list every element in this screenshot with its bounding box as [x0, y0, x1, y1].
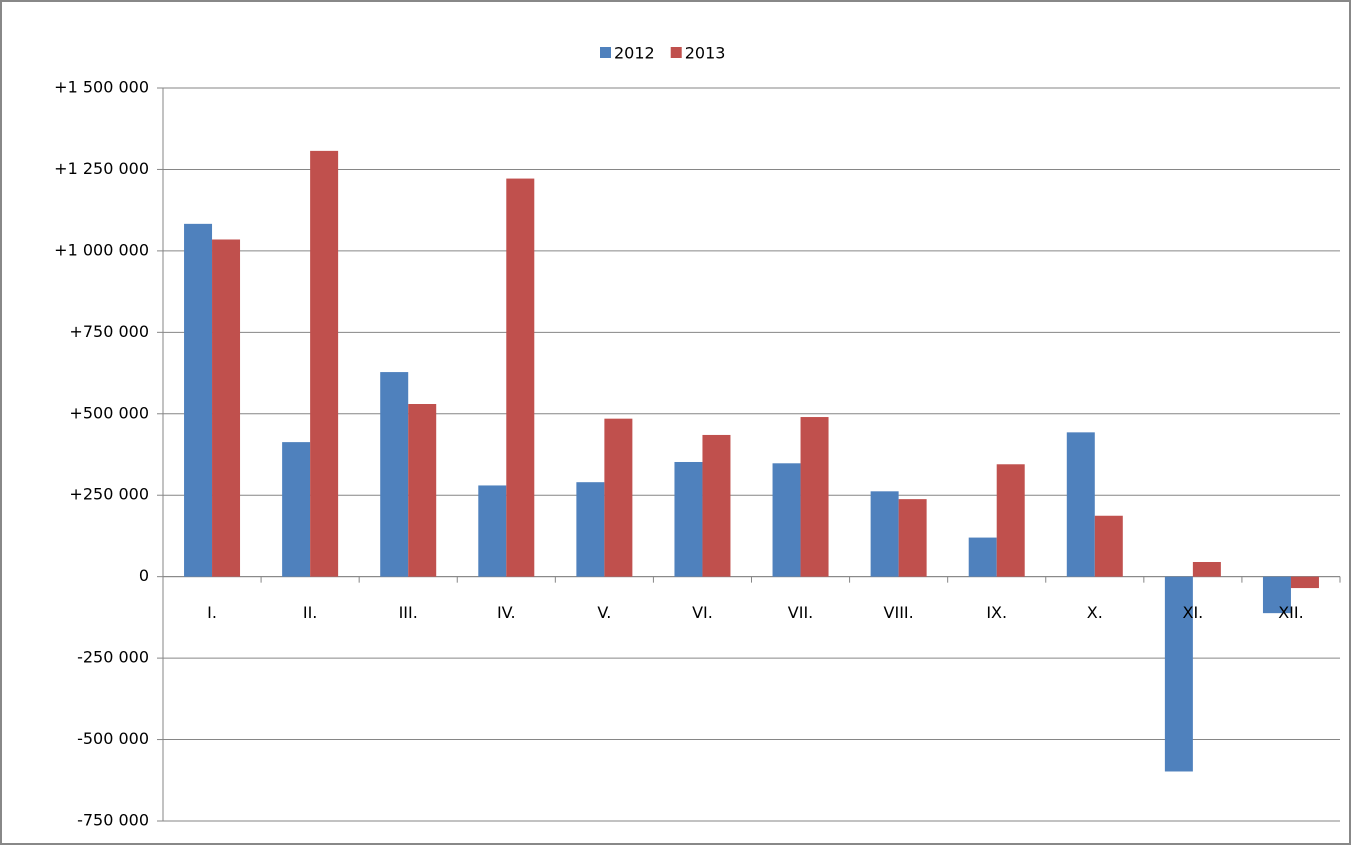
y-tick-label: +750 000: [69, 322, 149, 341]
bar: [870, 491, 899, 577]
y-tick-label: -750 000: [77, 811, 149, 830]
x-tick-label: III.: [399, 603, 418, 622]
x-tick-label: VIII.: [884, 603, 914, 622]
x-tick-label: X.: [1087, 603, 1103, 622]
bar: [898, 499, 927, 577]
x-tick-label: I.: [207, 603, 217, 622]
bar: [674, 461, 703, 577]
legend-swatch: [600, 47, 611, 58]
bar: [1192, 562, 1221, 577]
bar: [996, 464, 1025, 577]
legend-label: 2013: [685, 44, 726, 63]
bar: [282, 442, 311, 577]
bar: [212, 239, 241, 577]
legend-label: 2012: [614, 44, 655, 63]
y-tick-label: -250 000: [77, 648, 149, 667]
bar: [1262, 576, 1291, 614]
bar: [1094, 515, 1123, 577]
y-tick-label: +1 000 000: [54, 240, 149, 259]
bar: [380, 372, 409, 577]
bar: [800, 417, 829, 577]
y-tick-label: +1 250 000: [54, 159, 149, 178]
bar: [408, 404, 437, 577]
bar: [1164, 576, 1193, 772]
legend-swatch: [670, 47, 682, 58]
bar: [184, 223, 213, 577]
y-tick-label: +250 000: [69, 485, 149, 504]
bar: [1290, 576, 1319, 589]
x-tick-label: IX.: [986, 603, 1007, 622]
x-tick-label: VI.: [692, 603, 713, 622]
x-tick-label: V.: [597, 603, 611, 622]
bar: [968, 537, 997, 577]
x-tick-label: XII.: [1278, 603, 1303, 622]
x-tick-label: VII.: [788, 603, 813, 622]
bar: [604, 418, 633, 577]
bar: [702, 434, 731, 577]
bar: [310, 150, 339, 577]
y-tick-label: 0: [139, 566, 149, 585]
x-tick-label: IV.: [497, 603, 516, 622]
bar: [772, 463, 801, 577]
y-tick-label: +500 000: [69, 403, 149, 422]
y-tick-label: +1 500 000: [54, 78, 149, 97]
bar: [506, 178, 535, 577]
x-tick-label: II.: [303, 603, 318, 622]
bar: [1066, 432, 1095, 577]
bar: [576, 482, 605, 577]
y-tick-label: -500 000: [77, 729, 149, 748]
x-tick-label: XI.: [1182, 603, 1203, 622]
bar: [478, 485, 507, 577]
